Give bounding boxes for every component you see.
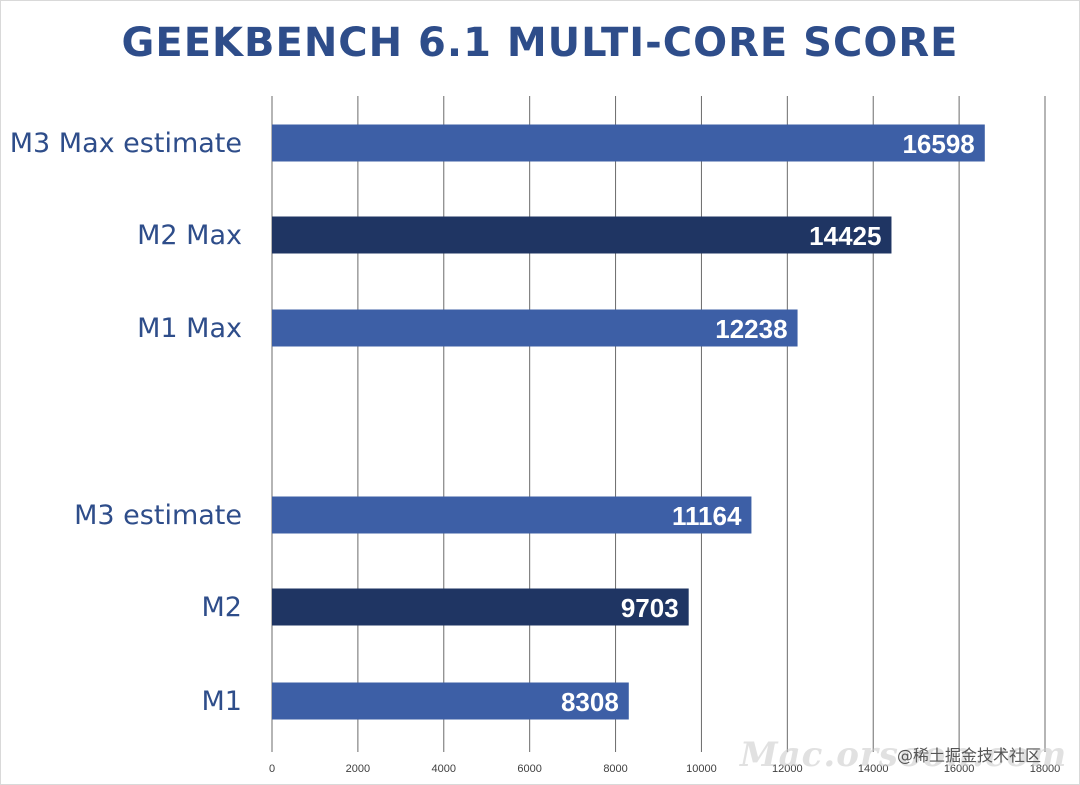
x-tick-label: 14000 (858, 763, 889, 775)
bar (272, 588, 689, 626)
bar-value-label: 16598 (902, 129, 974, 159)
x-tick-label: 2000 (346, 763, 370, 775)
x-tick-label: 4000 (432, 763, 456, 775)
category-label: M1 (202, 686, 242, 717)
x-tick-label: 0 (269, 763, 275, 775)
chart-title: GEEKBENCH 6.1 MULTI-CORE SCORE (121, 20, 959, 66)
bar (272, 309, 798, 347)
category-label: M2 Max (137, 220, 242, 251)
x-tick-label: 8000 (603, 763, 627, 775)
bar-value-label: 8308 (561, 687, 619, 717)
bar (272, 682, 629, 720)
bar-value-label: 11164 (672, 501, 742, 531)
bar-value-label: 12238 (715, 314, 787, 344)
category-label: M1 Max (137, 313, 242, 344)
bar (272, 216, 892, 254)
bar-value-label: 14425 (809, 221, 881, 251)
bar (272, 124, 985, 162)
category-label: M3 Max estimate (10, 128, 242, 159)
category-label: M2 (202, 592, 242, 623)
bar-value-label: 9703 (621, 593, 679, 623)
bar (272, 496, 752, 534)
watermark: Mac.orsoon.com (740, 735, 1068, 775)
x-tick-label: 6000 (517, 763, 541, 775)
x-tick-label: 10000 (686, 763, 717, 775)
category-label: M3 estimate (74, 500, 242, 531)
x-tick-label: 18000 (1030, 763, 1061, 775)
x-tick-label: 12000 (772, 763, 803, 775)
source-credit: @稀土掘金技术社区 (897, 746, 1042, 765)
x-tick-label: 16000 (944, 763, 975, 775)
